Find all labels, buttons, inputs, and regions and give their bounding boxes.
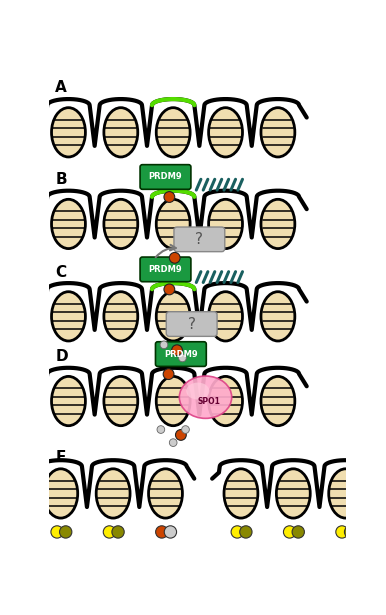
Text: B: B	[55, 172, 67, 188]
Circle shape	[164, 526, 176, 538]
Circle shape	[163, 369, 174, 379]
Ellipse shape	[104, 292, 138, 341]
Circle shape	[344, 526, 357, 538]
FancyBboxPatch shape	[156, 342, 206, 367]
Ellipse shape	[208, 292, 242, 341]
Ellipse shape	[104, 108, 138, 157]
Ellipse shape	[261, 199, 295, 248]
Ellipse shape	[179, 376, 232, 418]
Ellipse shape	[156, 108, 190, 157]
Circle shape	[164, 284, 175, 295]
Ellipse shape	[329, 469, 362, 518]
Circle shape	[336, 526, 348, 538]
Text: PRDM9: PRDM9	[149, 172, 182, 181]
Circle shape	[231, 526, 244, 538]
Text: D: D	[55, 349, 68, 365]
Ellipse shape	[261, 292, 295, 341]
Circle shape	[156, 526, 168, 538]
Text: ?: ?	[188, 317, 196, 331]
Ellipse shape	[51, 108, 85, 157]
Circle shape	[112, 526, 124, 538]
Circle shape	[160, 341, 168, 349]
Circle shape	[172, 345, 183, 355]
Ellipse shape	[156, 292, 190, 341]
Ellipse shape	[156, 376, 190, 426]
Ellipse shape	[261, 376, 295, 426]
Ellipse shape	[96, 469, 130, 518]
FancyBboxPatch shape	[174, 227, 225, 252]
Text: SPO1: SPO1	[198, 397, 221, 405]
Text: E: E	[55, 450, 66, 464]
Ellipse shape	[51, 292, 85, 341]
Circle shape	[51, 526, 63, 538]
Circle shape	[283, 526, 296, 538]
Text: ?: ?	[195, 232, 203, 247]
Circle shape	[169, 252, 180, 263]
Ellipse shape	[104, 376, 138, 426]
Ellipse shape	[104, 199, 138, 248]
Ellipse shape	[149, 469, 183, 518]
Circle shape	[240, 526, 252, 538]
Ellipse shape	[261, 108, 295, 157]
Circle shape	[59, 526, 72, 538]
Circle shape	[176, 429, 186, 440]
Ellipse shape	[208, 199, 242, 248]
Text: PRDM9: PRDM9	[149, 265, 182, 274]
Circle shape	[292, 526, 305, 538]
Ellipse shape	[44, 469, 78, 518]
FancyBboxPatch shape	[140, 165, 191, 189]
Circle shape	[182, 426, 190, 434]
Text: C: C	[55, 265, 66, 280]
Text: PRDM9: PRDM9	[164, 349, 198, 359]
Circle shape	[164, 192, 175, 202]
Circle shape	[169, 438, 177, 446]
Circle shape	[103, 526, 115, 538]
Ellipse shape	[51, 376, 85, 426]
Ellipse shape	[186, 383, 209, 400]
Circle shape	[157, 426, 165, 434]
Text: A: A	[55, 80, 67, 95]
Ellipse shape	[276, 469, 310, 518]
Ellipse shape	[156, 199, 190, 248]
FancyBboxPatch shape	[166, 312, 217, 336]
FancyBboxPatch shape	[140, 257, 191, 282]
Ellipse shape	[208, 376, 242, 426]
Ellipse shape	[224, 469, 258, 518]
Ellipse shape	[208, 108, 242, 157]
Ellipse shape	[51, 199, 85, 248]
Circle shape	[179, 354, 186, 362]
